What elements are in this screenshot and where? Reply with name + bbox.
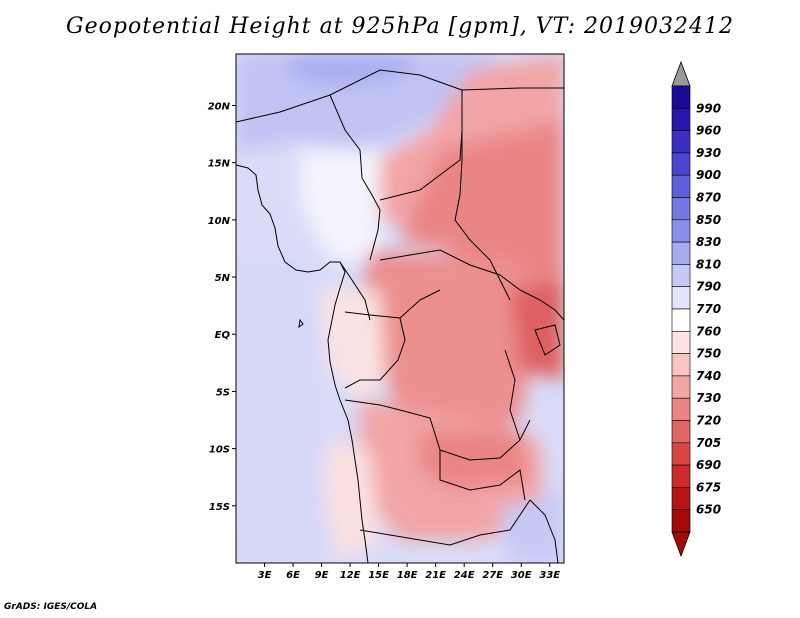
great-rift-lakes [504,349,521,441]
colorbar-label: 750 [696,347,721,361]
field-region-west-africa [300,150,380,265]
x-tick-label: 15E [368,570,389,581]
border-congo-west [344,317,406,389]
x-tick-label: 12E [340,570,361,581]
colorbar-swatch [671,375,691,399]
field-region-congo [360,250,540,440]
credit-label: GrADS: IGES/COLA [4,602,98,612]
border-sudan [461,87,564,91]
y-tick-label: 10S [209,445,230,456]
colorbar-swatch [671,509,691,533]
colorbar-swatch [671,353,691,377]
west-africa-coast [236,164,369,563]
colorbar-swatch [671,286,691,310]
colorbar-label: 930 [696,146,721,160]
y-tick-label: 15N [208,159,231,170]
colorbar-swatch [671,420,691,444]
colorbar-swatch [671,130,691,154]
colorbar-label: 810 [696,257,721,271]
colorbar-swatch [671,219,691,243]
y-tick-label: 20N [208,101,231,112]
x-tick-label: 33E [539,570,560,581]
plot-frame [235,53,565,564]
colorbar-swatch [671,330,691,354]
mozambique-coast [529,499,559,563]
colorbar-label: 790 [696,280,721,294]
colorbar-swatch [671,85,691,109]
x-tick-label: 6E [286,570,300,581]
border-angola-zambia [439,450,526,501]
geopotential-field [236,54,564,563]
colorbar-swatch [671,397,691,421]
south-atlantic-island [298,318,304,329]
colorbar-label: 650 [696,503,721,517]
colorbar-swatch [671,241,691,265]
field-region-sudan [400,120,564,290]
y-axis: 20N 15N 10N 5N EQ 5S 10S 15S [208,101,236,513]
colorbar-swatch [671,174,691,198]
colorbar-swatch [671,464,691,488]
field-region-ocean [236,260,330,563]
border-niger [329,94,381,261]
x-tick-label: 27E [482,570,503,581]
colorbar-label: 990 [696,101,721,115]
colorbar-label: 850 [696,213,721,227]
x-tick-label: 3E [258,570,272,581]
x-tick-label: 9E [315,570,329,581]
y-tick-label: 15S [209,502,230,513]
y-tick-label: EQ [215,330,231,341]
colorbar-swatch [671,152,691,176]
colorbar: 990 960 930 900 870 850 830 810 790 770 760 750 740 7… [671,60,721,558]
border-namibia [359,499,531,546]
colorbar-label: 830 [696,235,721,249]
lake-victoria [534,324,561,356]
x-axis: 3E 6E 9E 12E 15E 18E 21E 24E 27E 30E 33E [258,563,560,581]
y-tick-label: 5S [216,387,230,398]
colorbar-swatch [671,108,691,131]
x-tick-label: 30E [511,570,532,581]
colorbar-label: 675 [696,480,721,494]
field-region-gabon [320,290,385,400]
colorbar-label: 870 [696,191,721,205]
y-tick-label: 10N [208,216,231,227]
border-chad [454,90,511,301]
colorbar-swatch [671,264,691,287]
coastlines-and-borders [236,69,564,563]
east-border [519,289,564,321]
colorbar-label: 730 [696,391,721,405]
colorbar-swatch [671,197,691,221]
colorbar-label: 760 [696,324,721,338]
colorbar-label: 705 [696,436,721,450]
colorbar-label: 690 [696,458,721,472]
colorbar-bottom-arrow [671,531,691,558]
x-tick-label: 21E [425,570,446,581]
x-tick-label: 18E [397,570,418,581]
colorbar-top-arrow [671,60,691,87]
colorbar-label: 740 [696,369,721,383]
chart-title: Geopotential Height at 925hPa [gpm], VT:… [66,14,734,39]
border-car [379,249,521,291]
colorbar-label: 720 [696,414,721,428]
colorbar-swatch [671,308,691,332]
colorbar-label: 960 [696,124,721,138]
colorbar-swatch [671,487,691,510]
colorbar-label: 900 [696,168,721,182]
colorbar-label: 770 [696,302,721,316]
colorbar-swatch [671,442,691,466]
field-region-namibia [320,440,380,560]
x-tick-label: 24E [454,570,475,581]
border-cameroon [339,261,371,321]
y-tick-label: 5N [215,273,231,284]
field-region-sahara-deep [280,54,420,85]
field-region-mozambique [500,490,564,563]
